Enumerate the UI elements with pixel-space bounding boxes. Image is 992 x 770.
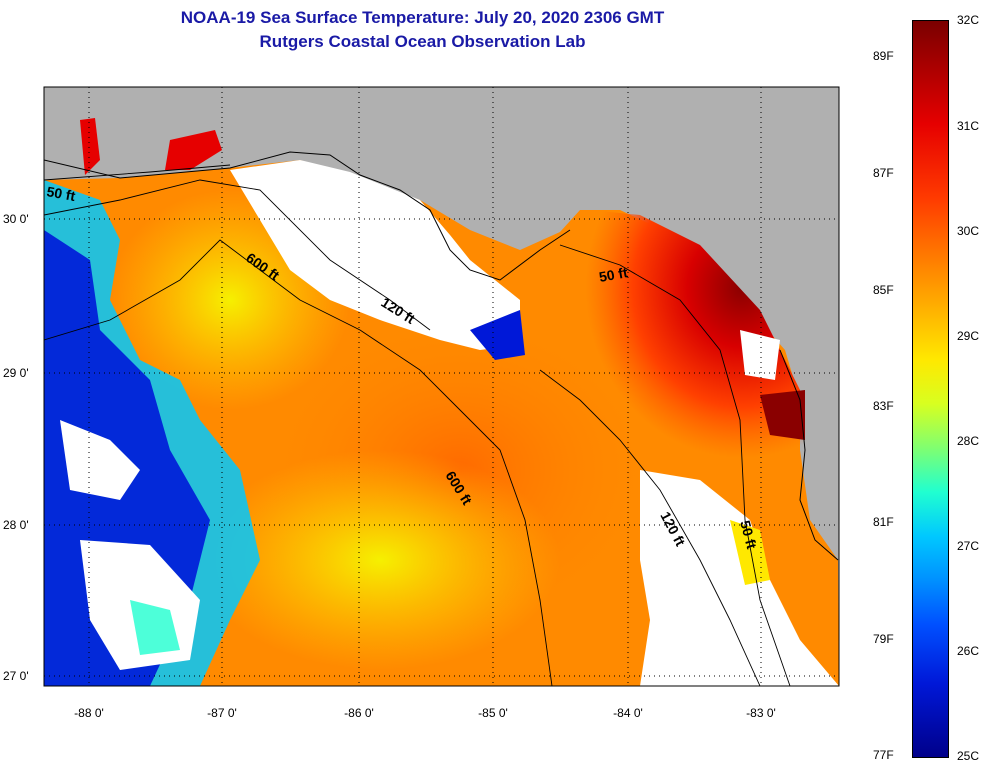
- no-data-nearshore: [230, 160, 520, 350]
- plot-frame: [43, 86, 840, 687]
- colorbar-c-tick: 27C: [957, 539, 980, 553]
- hot-patch-east: [760, 390, 805, 440]
- cloud-mask: [740, 330, 780, 380]
- colorbar-c-tick: 31C: [957, 119, 980, 133]
- x-tick-label: -88 0': [74, 706, 104, 720]
- coastline: [44, 151, 571, 281]
- hot-bay-west: [80, 118, 100, 175]
- contour-50ft: [44, 164, 791, 686]
- map-title: NOAA-19 Sea Surface Temperature: July 20…: [180, 8, 665, 27]
- contour-120ft-west: [44, 179, 431, 331]
- colorbar-c-tick: 26C: [957, 644, 980, 658]
- x-tick-label: -85 0': [478, 706, 508, 720]
- contour-600ft: [44, 239, 553, 686]
- contour-label: 50 ft: [737, 519, 760, 551]
- x-tick-label: -86 0': [344, 706, 374, 720]
- colorbar-f-tick: 89F: [873, 49, 894, 63]
- temperature-colorbar: [912, 20, 949, 758]
- colorbar-f-tick: 85F: [873, 283, 894, 297]
- colorbar-f-tick: 83F: [873, 399, 894, 413]
- y-tick-label: 28 0': [3, 518, 29, 532]
- x-tick-label: -87 0': [207, 706, 237, 720]
- y-tick-label: 30 0': [3, 212, 29, 226]
- colorbar-c-tick: 25C: [957, 749, 980, 763]
- cool-patch: [130, 600, 180, 655]
- yellow-patch-east: [730, 520, 770, 585]
- hot-bay-pensacola: [165, 130, 222, 170]
- cold-water-bay: [470, 310, 525, 360]
- x-tick-label: -83 0': [746, 706, 776, 720]
- warm-region: [520, 210, 805, 520]
- contour-120ft-east: [539, 369, 761, 686]
- colorbar-f-tick: 79F: [873, 632, 894, 646]
- contour-label: 50 ft: [45, 183, 76, 204]
- y-tick-label: 29 0': [3, 366, 29, 380]
- colorbar-c-tick: 30C: [957, 224, 980, 238]
- no-data-shelf: [640, 470, 839, 686]
- colorbar-c-tick: 28C: [957, 434, 980, 448]
- colorbar-c-tick: 29C: [957, 329, 980, 343]
- coastline-east: [779, 349, 839, 561]
- colorbar-f-tick: 81F: [873, 515, 894, 529]
- x-tick-label: -84 0': [613, 706, 643, 720]
- colorbar-c-tick: 32C: [957, 13, 980, 27]
- colorbar-f-tick: 77F: [873, 748, 894, 762]
- contour-label: 50 ft: [598, 264, 629, 285]
- map-subtitle: Rutgers Coastal Ocean Observation Lab: [259, 32, 586, 51]
- y-tick-label: 27 0': [3, 669, 29, 683]
- yellow-region-south: [200, 450, 560, 670]
- colorbar-f-tick: 87F: [873, 166, 894, 180]
- cloud-mask: [60, 420, 140, 500]
